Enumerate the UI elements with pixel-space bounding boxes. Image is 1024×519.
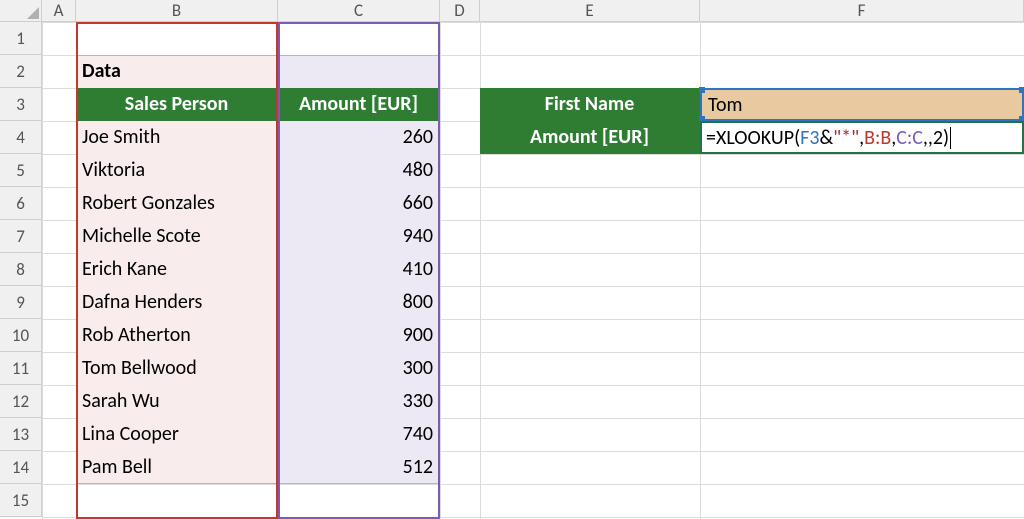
row-header-1[interactable]: 1 (0, 22, 42, 55)
row-header-10[interactable]: 10 (0, 319, 42, 352)
cell-b5[interactable]: Viktoria (76, 154, 278, 187)
row-header-11[interactable]: 11 (0, 352, 42, 385)
cell-b10[interactable]: Rob Atherton (76, 319, 278, 352)
cell-b13[interactable]: Lina Cooper (76, 418, 278, 451)
cell-b7[interactable]: Michelle Scote (76, 220, 278, 253)
cell-b9[interactable]: Dafna Henders (76, 286, 278, 319)
row-header-13[interactable]: 13 (0, 418, 42, 451)
cell-c11[interactable]: 300 (278, 352, 440, 385)
cell-b4[interactable]: Joe Smith (76, 121, 278, 154)
row-header-14[interactable]: 14 (0, 451, 42, 484)
cell-c7[interactable]: 940 (278, 220, 440, 253)
range-handle[interactable] (1019, 87, 1024, 93)
col-header-d[interactable]: D (440, 0, 480, 22)
select-all-corner[interactable] (0, 0, 42, 22)
cell-c8[interactable]: 410 (278, 253, 440, 286)
cell-f4-editing[interactable]: =XLOOKUP(F3&"*",B:B,C:C,,2) (700, 121, 1024, 154)
row-header-6[interactable]: 6 (0, 187, 42, 220)
cell-c14[interactable]: 512 (278, 451, 440, 484)
col-header-c[interactable]: C (278, 0, 440, 22)
row-header-4[interactable]: 4 (0, 121, 42, 154)
cell-b11[interactable]: Tom Bellwood (76, 352, 278, 385)
table-header-sales-person[interactable]: Sales Person (76, 88, 278, 121)
cell-c12[interactable]: 330 (278, 385, 440, 418)
col-header-a[interactable]: A (42, 0, 76, 22)
row-header-7[interactable]: 7 (0, 220, 42, 253)
cell-c13[interactable]: 740 (278, 418, 440, 451)
row-header-3[interactable]: 3 (0, 88, 42, 121)
cell-c9[interactable]: 800 (278, 286, 440, 319)
cell-b8[interactable]: Erich Kane (76, 253, 278, 286)
cell-b2[interactable]: Data (76, 55, 278, 88)
cell-c6[interactable]: 660 (278, 187, 440, 220)
row-header-15[interactable]: 15 (0, 484, 42, 517)
cell-f3-reference[interactable]: Tom (700, 88, 1024, 121)
spreadsheet-grid[interactable]: ABCDEF123456789101112131415DataSales Per… (0, 0, 1024, 519)
col-header-f[interactable]: F (700, 0, 1024, 22)
row-header-12[interactable]: 12 (0, 385, 42, 418)
row-header-9[interactable]: 9 (0, 286, 42, 319)
row-header-5[interactable]: 5 (0, 154, 42, 187)
lookup-header-amount[interactable]: Amount [EUR] (480, 121, 700, 154)
cell-c10[interactable]: 900 (278, 319, 440, 352)
cell-c5[interactable]: 480 (278, 154, 440, 187)
cell-b14[interactable]: Pam Bell (76, 451, 278, 484)
col-header-e[interactable]: E (480, 0, 700, 22)
cell-c4[interactable]: 260 (278, 121, 440, 154)
range-handle[interactable] (699, 87, 705, 93)
cell-b6[interactable]: Robert Gonzales (76, 187, 278, 220)
lookup-header-first-name[interactable]: First Name (480, 88, 700, 121)
cell-b12[interactable]: Sarah Wu (76, 385, 278, 418)
table-header-amount[interactable]: Amount [EUR] (278, 88, 440, 121)
row-header-8[interactable]: 8 (0, 253, 42, 286)
col-header-b[interactable]: B (76, 0, 278, 22)
row-header-2[interactable]: 2 (0, 55, 42, 88)
